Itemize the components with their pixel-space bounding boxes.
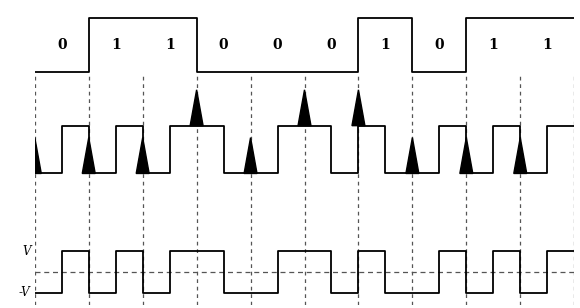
Polygon shape [82, 138, 95, 173]
Polygon shape [136, 138, 149, 173]
Polygon shape [352, 90, 365, 126]
Text: 0: 0 [434, 38, 444, 52]
Polygon shape [406, 138, 419, 173]
Text: 1: 1 [542, 38, 552, 52]
Polygon shape [514, 138, 527, 173]
Text: 0: 0 [57, 38, 67, 52]
Text: 0: 0 [219, 38, 229, 52]
Polygon shape [190, 90, 203, 126]
Polygon shape [28, 138, 41, 173]
Text: 1: 1 [488, 38, 498, 52]
Text: 0: 0 [273, 38, 282, 52]
Polygon shape [244, 138, 257, 173]
Text: V: V [22, 245, 31, 258]
Text: 1: 1 [111, 38, 121, 52]
Text: 0: 0 [327, 38, 336, 52]
Text: -V: -V [19, 286, 31, 299]
Text: 1: 1 [165, 38, 175, 52]
Polygon shape [460, 138, 473, 173]
Polygon shape [298, 90, 311, 126]
Text: 1: 1 [380, 38, 390, 52]
